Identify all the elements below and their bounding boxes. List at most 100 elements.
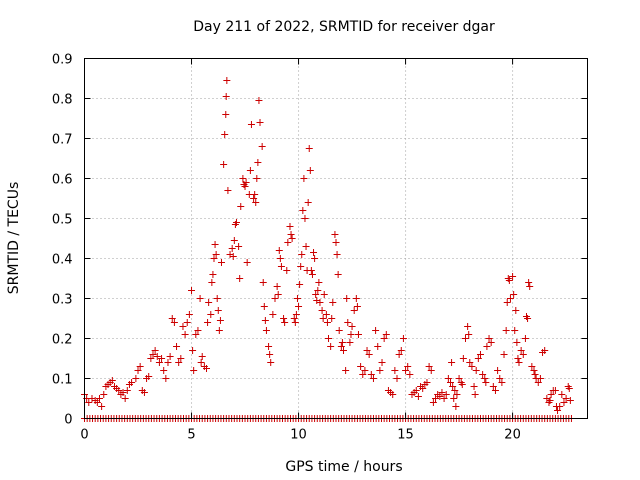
data-point xyxy=(217,259,225,266)
data-point xyxy=(354,331,362,338)
data-point xyxy=(506,295,514,302)
data-point xyxy=(108,377,116,384)
data-point xyxy=(183,319,191,326)
data-point xyxy=(179,323,187,330)
plot-border xyxy=(84,58,588,419)
data-point xyxy=(372,327,380,334)
x-tick-label: 15 xyxy=(397,428,414,443)
data-point xyxy=(134,367,142,374)
data-point xyxy=(515,359,523,366)
data-point xyxy=(155,359,163,366)
data-point xyxy=(149,351,157,358)
data-point xyxy=(316,299,324,306)
data-point xyxy=(440,395,448,402)
data-point xyxy=(276,255,284,262)
data-point xyxy=(216,317,224,324)
data-point xyxy=(479,371,487,378)
x-tick-label: 0 xyxy=(80,428,88,443)
y-tick-label: 0.3 xyxy=(52,293,73,308)
data-point xyxy=(517,347,525,354)
data-point xyxy=(243,259,251,266)
data-point xyxy=(402,367,410,374)
data-point xyxy=(242,179,250,186)
data-point xyxy=(310,249,318,256)
data-point xyxy=(329,299,337,306)
data-point xyxy=(241,183,249,190)
data-point xyxy=(344,319,352,326)
data-point xyxy=(509,273,517,280)
data-point xyxy=(498,379,506,386)
data-point xyxy=(393,375,401,382)
data-point xyxy=(333,251,341,258)
data-point xyxy=(471,391,479,398)
data-point xyxy=(115,387,123,394)
data-point xyxy=(494,367,502,374)
data-point xyxy=(85,399,93,406)
data-point xyxy=(425,363,433,370)
data-point xyxy=(312,291,320,298)
data-point xyxy=(525,279,533,286)
data-point xyxy=(547,391,555,398)
data-point xyxy=(427,367,435,374)
data-point xyxy=(222,111,230,118)
data-point xyxy=(274,291,282,298)
data-point xyxy=(350,307,358,314)
data-point xyxy=(352,295,360,302)
data-point xyxy=(397,347,405,354)
data-point xyxy=(367,371,375,378)
data-point xyxy=(331,231,339,238)
data-point xyxy=(223,77,231,84)
data-point xyxy=(481,375,489,382)
data-point xyxy=(305,145,313,152)
x-tick-label: 10 xyxy=(290,428,307,443)
data-point xyxy=(168,315,176,322)
data-point xyxy=(221,131,229,138)
data-point xyxy=(229,253,237,260)
axis-ticks: 0 0.1 0.2 0.3 0.4 0.5 0.6 0.7 0.8 0.9 0 5 10 15 20 xyxy=(52,53,588,443)
data-point xyxy=(503,299,511,306)
data-point xyxy=(214,307,222,314)
data-point xyxy=(302,243,310,250)
y-tick-label: 0.2 xyxy=(52,333,73,348)
data-point xyxy=(254,159,262,166)
data-point xyxy=(391,367,399,374)
y-tick-label: 0.6 xyxy=(52,173,73,188)
data-point xyxy=(347,331,355,338)
data-point xyxy=(140,389,148,396)
data-point xyxy=(423,379,431,386)
data-point xyxy=(275,247,283,254)
data-point xyxy=(203,365,211,372)
data-point xyxy=(239,175,247,182)
data-point xyxy=(255,97,263,104)
data-point xyxy=(291,319,299,326)
data-point xyxy=(281,319,289,326)
data-point xyxy=(290,315,298,322)
data-point xyxy=(307,267,315,274)
data-point xyxy=(250,195,258,202)
data-point xyxy=(247,121,255,128)
data-point xyxy=(132,375,140,382)
data-point xyxy=(256,119,264,126)
data-point xyxy=(145,373,153,380)
data-point xyxy=(566,397,574,404)
x-tick-label: 5 xyxy=(187,428,195,443)
data-point xyxy=(339,347,347,354)
data-point xyxy=(153,353,161,360)
data-point xyxy=(185,311,193,318)
data-point xyxy=(306,167,314,174)
data-point xyxy=(474,355,482,362)
data-point xyxy=(213,295,221,302)
data-point xyxy=(335,327,343,334)
data-point xyxy=(230,237,238,244)
data-point xyxy=(267,359,275,366)
y-tick-label: 0.9 xyxy=(52,53,73,68)
data-point xyxy=(378,359,386,366)
data-point xyxy=(453,391,461,398)
data-point xyxy=(531,371,539,378)
data-point xyxy=(151,347,159,354)
data-point xyxy=(546,397,554,404)
data-point xyxy=(311,255,319,262)
data-point xyxy=(286,223,294,230)
data-point xyxy=(482,379,490,386)
